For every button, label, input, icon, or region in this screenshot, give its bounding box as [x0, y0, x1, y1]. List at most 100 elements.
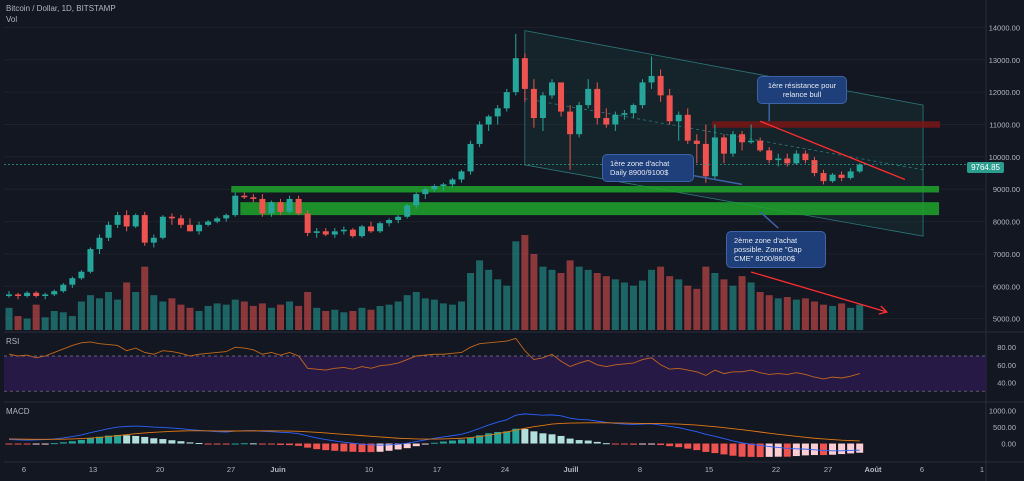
macd-histogram-bar: [331, 443, 339, 451]
last-price-label: 9764.85: [967, 162, 1004, 173]
macd-histogram-bar: [132, 435, 140, 444]
volume-bar: [838, 303, 846, 330]
candle-body: [612, 114, 619, 125]
volume-bar: [485, 269, 493, 330]
candle-body: [404, 205, 411, 217]
candle-body: [449, 179, 456, 185]
volume-bar: [96, 298, 103, 330]
candle-body: [594, 88, 601, 119]
candle-body: [657, 75, 664, 96]
macd-histogram-bar: [222, 443, 230, 445]
candle-body: [340, 229, 347, 232]
volume-bar: [240, 301, 248, 330]
time-tick-label: 6: [920, 465, 924, 474]
candle-body: [829, 174, 836, 182]
macd-histogram-bar: [657, 443, 665, 446]
volume-bar: [448, 304, 456, 330]
candle-body: [259, 198, 266, 214]
macd-histogram-bar: [322, 443, 330, 451]
volume-bar: [59, 312, 67, 330]
volume-bar: [639, 280, 646, 330]
macd-histogram-bar: [59, 442, 67, 444]
volume-bar: [267, 307, 275, 330]
time-tick-label: 20: [156, 465, 164, 474]
candle-body: [757, 140, 764, 151]
macd-histogram-bar: [738, 443, 746, 457]
candle-body: [132, 215, 139, 227]
candle-body: [621, 113, 628, 115]
macd-histogram-bar: [729, 443, 737, 456]
volume-bar: [548, 269, 556, 330]
volume-bar: [295, 305, 303, 330]
candle-body: [6, 294, 12, 297]
candle-body: [377, 223, 384, 232]
volume-bar: [132, 292, 140, 330]
macd-histogram-bar: [548, 434, 556, 444]
volume-bar: [856, 304, 864, 330]
callout-pointer: [759, 211, 779, 229]
macd-histogram-bar: [675, 443, 683, 448]
volume-bar: [231, 299, 239, 330]
macd-histogram-bar: [68, 441, 76, 444]
time-tick-label: Août: [864, 465, 882, 474]
volume-label: Vol: [6, 15, 18, 24]
macd-histogram-bar: [412, 443, 420, 447]
macd-histogram-bar: [693, 443, 701, 451]
candle-body: [847, 171, 854, 178]
volume-bar: [213, 303, 221, 330]
macd-histogram-bar: [295, 443, 303, 446]
volume-bar: [593, 273, 601, 330]
volume-bar: [439, 303, 447, 330]
candle-body: [368, 226, 374, 232]
volume-bar: [77, 301, 85, 330]
macd-histogram-bar: [620, 443, 628, 445]
candle-body: [15, 294, 22, 297]
candle-body: [295, 198, 302, 214]
candle-body: [576, 105, 583, 135]
candle-body: [413, 194, 420, 206]
volume-bar: [666, 276, 674, 330]
volume-bar: [503, 285, 511, 330]
candle-body: [150, 237, 157, 243]
candle-body: [549, 82, 555, 96]
macd-histogram-bar: [856, 443, 864, 453]
candle-body: [431, 185, 438, 190]
macd-histogram-bar: [141, 436, 149, 444]
volume-bar: [820, 304, 827, 330]
volume-bar: [358, 307, 366, 330]
macd-histogram-bar: [448, 440, 456, 444]
volume-bar: [412, 292, 420, 330]
volume-bar: [611, 279, 619, 330]
candle-body: [730, 134, 736, 154]
macd-histogram-bar: [711, 443, 719, 454]
macd-histogram-bar: [521, 429, 529, 444]
macd-histogram-bar: [476, 435, 484, 444]
candle-body: [503, 92, 510, 109]
candle-body: [748, 140, 755, 143]
macd-histogram-bar: [792, 443, 800, 457]
time-tick-label: 17: [433, 465, 441, 474]
candle-body: [196, 224, 203, 232]
candle-body: [358, 226, 365, 237]
candle-body: [177, 218, 184, 225]
volume-bar: [403, 295, 411, 330]
macd-histogram-bar: [403, 443, 411, 449]
macd-histogram-bar: [439, 441, 447, 444]
macd-histogram-bar: [467, 437, 475, 444]
rsi-tick-label: 60.00: [997, 361, 1016, 370]
volume-bar: [602, 276, 610, 330]
macd-histogram-bar: [358, 443, 366, 453]
macd-histogram-bar: [648, 443, 656, 445]
candle-body: [458, 171, 465, 180]
macd-histogram-bar: [557, 435, 565, 444]
candle-body: [277, 202, 284, 212]
macd-histogram-bar: [720, 443, 728, 455]
zone-zone1: [231, 185, 940, 193]
macd-histogram-bar: [313, 443, 321, 450]
macd-histogram-bar: [629, 443, 637, 445]
candle-body: [395, 216, 402, 220]
macd-line: [8, 413, 860, 452]
volume-bar: [566, 260, 574, 330]
rsi-line: [8, 337, 860, 380]
candle-body: [141, 215, 148, 243]
